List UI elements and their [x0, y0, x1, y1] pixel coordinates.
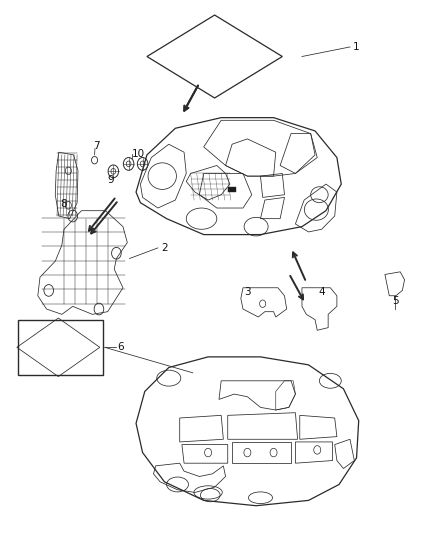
Bar: [228, 187, 236, 192]
Text: 3: 3: [244, 287, 251, 297]
Text: 9: 9: [107, 175, 114, 185]
Bar: [18, 320, 103, 375]
Text: 6: 6: [117, 342, 124, 352]
Text: 8: 8: [61, 199, 67, 209]
Text: 7: 7: [93, 141, 100, 151]
Text: 1: 1: [353, 42, 360, 52]
Text: 2: 2: [161, 243, 168, 253]
Text: 5: 5: [392, 296, 399, 306]
Text: 4: 4: [318, 287, 325, 297]
Text: 10: 10: [132, 149, 145, 159]
